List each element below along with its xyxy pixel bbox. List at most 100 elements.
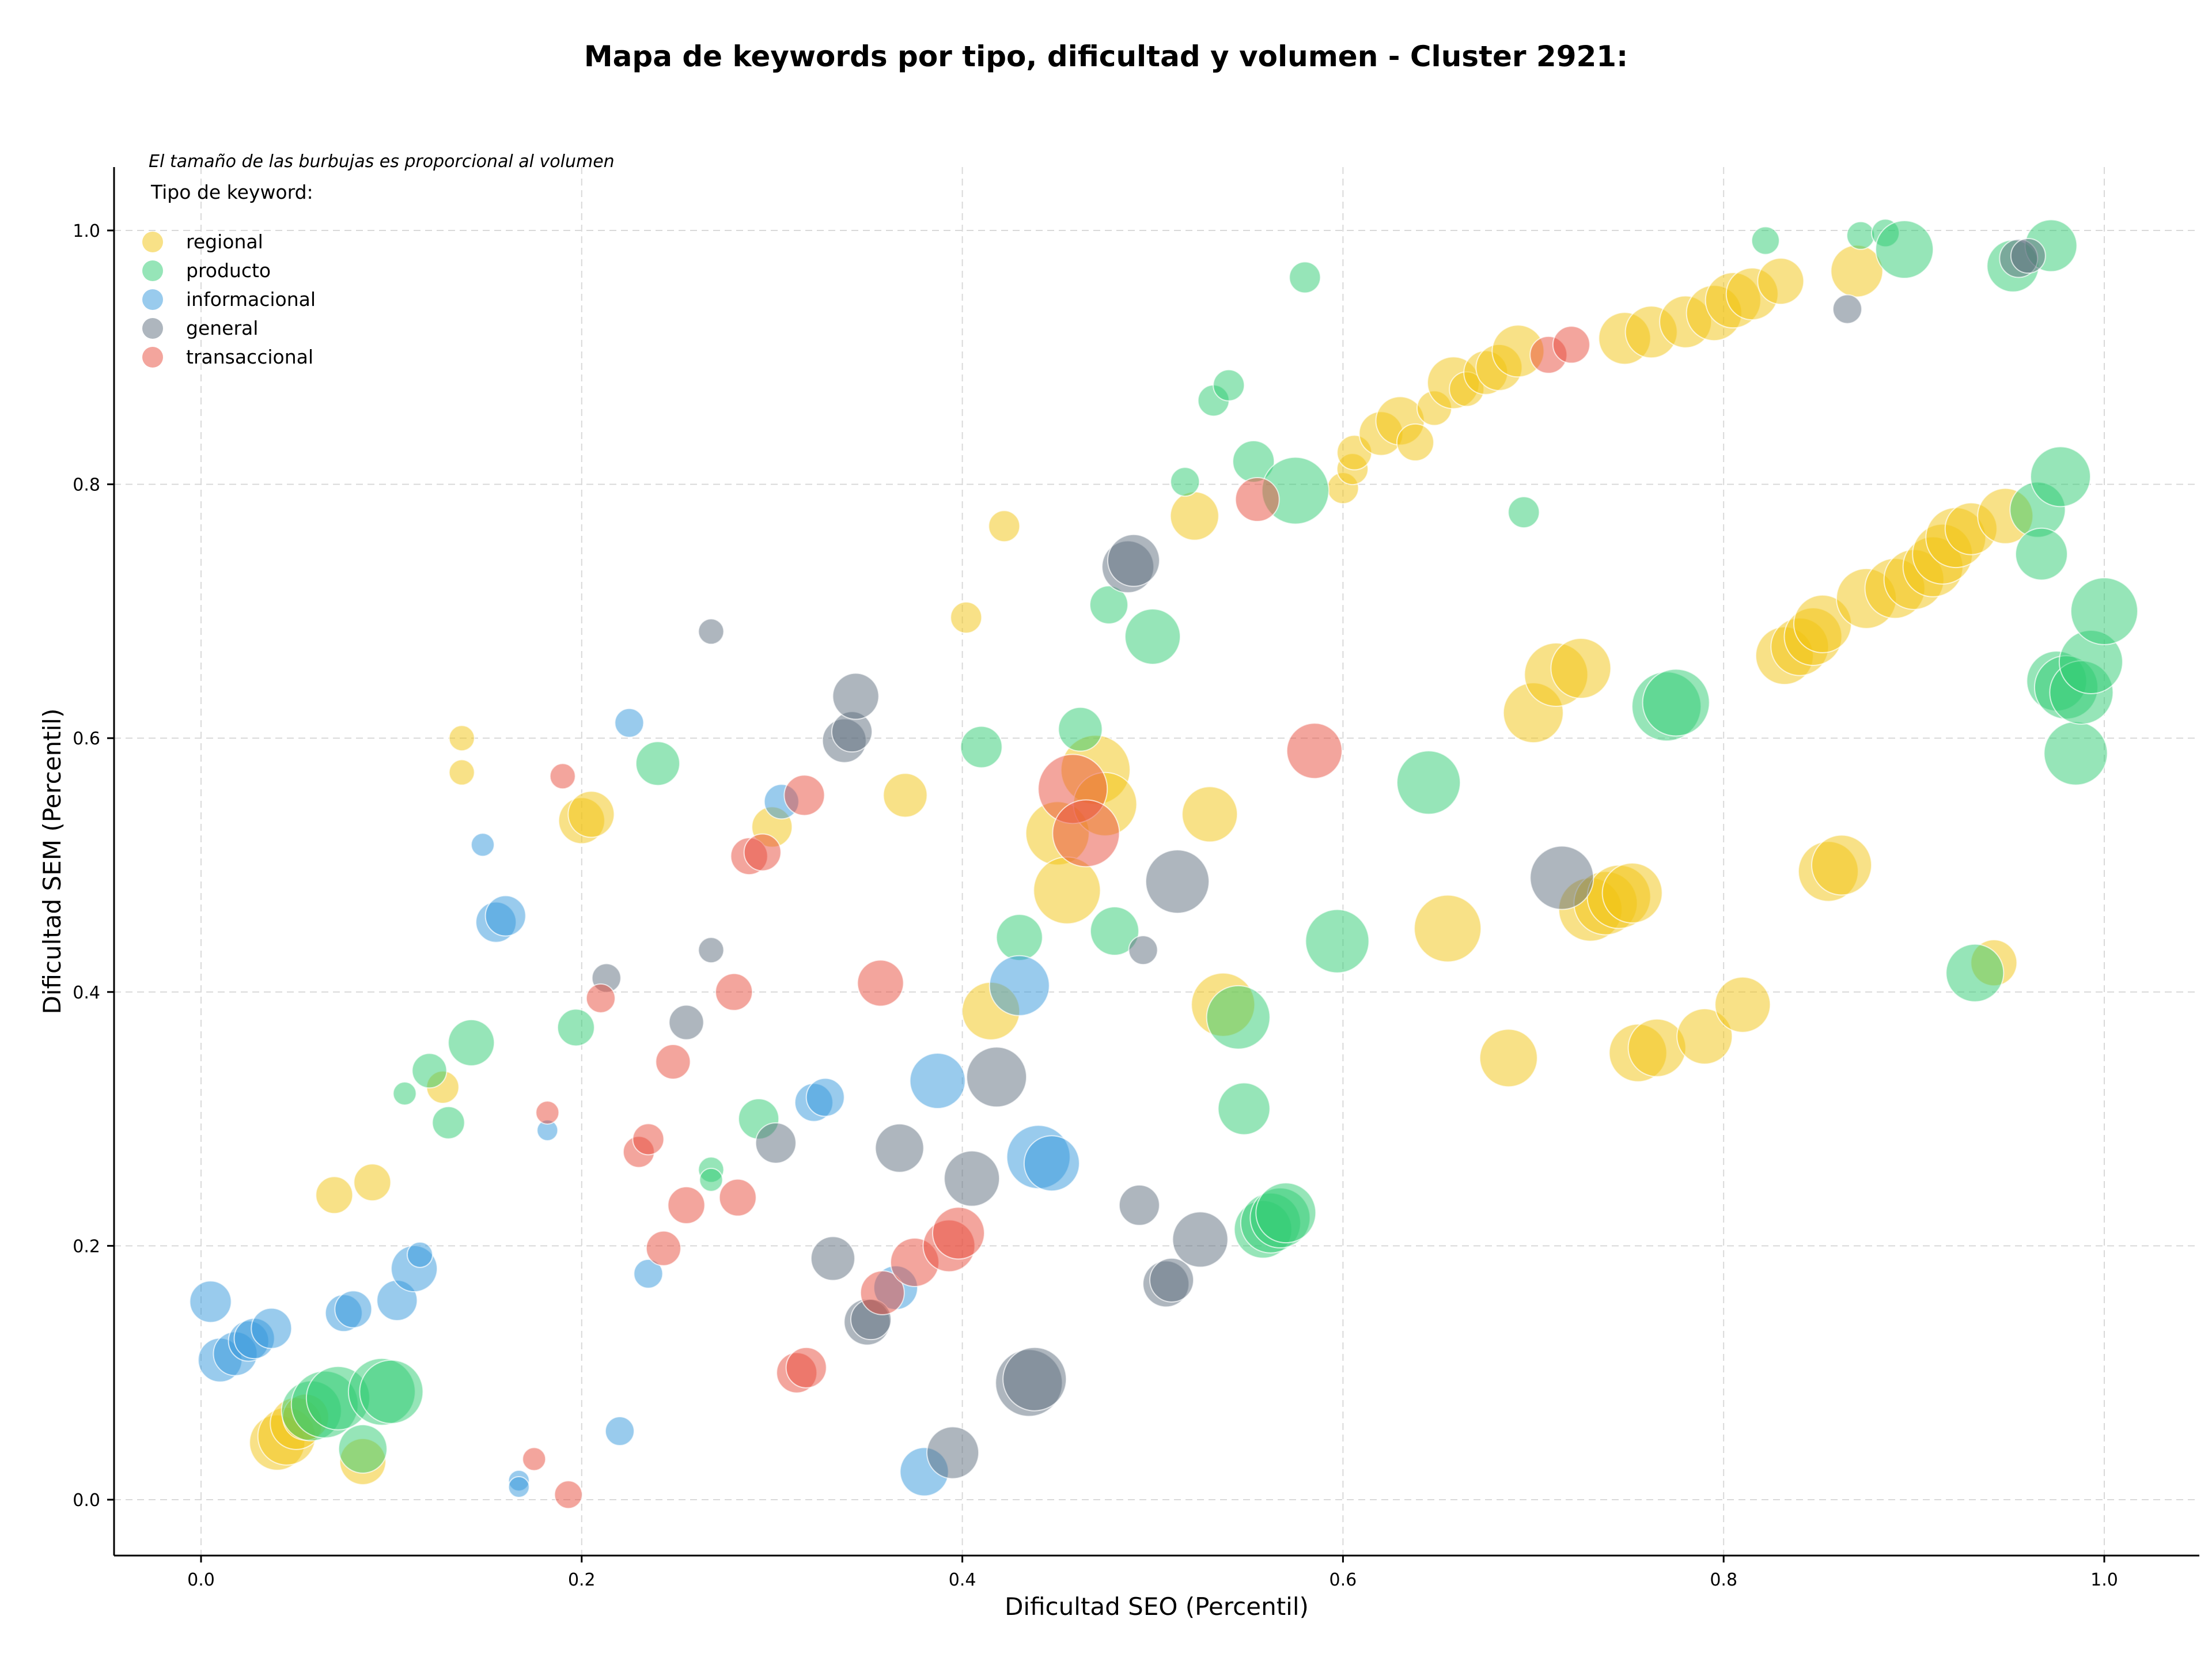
bubble-general	[755, 1122, 797, 1164]
legend-label-regional: regional	[186, 230, 263, 253]
bubble-transaccional	[585, 983, 616, 1013]
legend-marker-producto	[142, 260, 163, 281]
bubble-general	[1832, 294, 1862, 324]
bubble-producto	[1875, 220, 1934, 279]
y-tick-label: 0.6	[73, 729, 100, 749]
x-tick-label: 1.0	[2090, 1570, 2118, 1590]
bubble-informacional	[251, 1307, 293, 1349]
bubble-transaccional	[743, 833, 782, 872]
bubble-producto	[699, 1167, 724, 1192]
legend-marker-transaccional	[142, 347, 163, 368]
bubble-informacional	[614, 707, 645, 738]
bubble-regional	[1479, 1028, 1538, 1088]
bubble-producto	[431, 1106, 465, 1140]
bubble-regional	[1811, 834, 1873, 896]
bubble-producto	[2043, 721, 2108, 786]
bubble-transaccional	[522, 1447, 547, 1471]
x-tick-label: 0.2	[568, 1570, 596, 1590]
bubble-general	[1118, 1184, 1160, 1226]
bubble-informacional	[633, 1258, 664, 1289]
bubble-general	[944, 1150, 1001, 1207]
bubble-general	[874, 1123, 925, 1173]
bubble-general	[926, 1426, 980, 1480]
bubble-general	[698, 618, 725, 645]
legend-label-producto: producto	[186, 259, 271, 282]
x-axis-ticks: 0.0 0.2 0.4 0.6 0.8 1.0	[187, 1556, 2118, 1590]
bubble-transaccional	[1552, 326, 1590, 364]
bubble-general	[1107, 534, 1160, 587]
bubble-regional	[1396, 423, 1434, 461]
bubble-producto	[359, 1359, 424, 1424]
x-tick-label: 0.8	[1710, 1570, 1737, 1590]
bubble-producto	[2070, 577, 2138, 645]
bubble-regional	[988, 510, 1021, 543]
bubble-informacional	[909, 1053, 966, 1110]
bubble-regional	[1676, 1008, 1733, 1065]
bubble-general	[1529, 845, 1594, 910]
bubble-regional	[315, 1176, 354, 1214]
series-regional	[249, 244, 2034, 1485]
bubble-producto	[2030, 446, 2092, 508]
bubble-transaccional	[785, 1346, 827, 1388]
legend-label-transaccional: transaccional	[186, 346, 313, 368]
bubble-regional	[1550, 638, 1612, 699]
bubble-informacional	[334, 1290, 373, 1329]
x-axis-label: Dificultad SEO (Percentil)	[1005, 1592, 1309, 1621]
bubble-general	[832, 672, 880, 720]
bubble-informacional	[470, 833, 495, 857]
bubble-transaccional	[549, 763, 576, 790]
bubble-producto	[1089, 906, 1139, 956]
y-tick-label: 0.0	[73, 1490, 100, 1511]
y-axis-label: Dificultad SEM (Percentil)	[38, 709, 66, 1015]
x-tick-label: 0.6	[1330, 1570, 1357, 1590]
legend: regional producto informacional general tran…	[142, 230, 316, 368]
bubble-producto	[635, 741, 680, 786]
bubble-producto	[1305, 909, 1370, 974]
bubble-producto	[556, 1008, 595, 1047]
grid-lines	[114, 167, 2199, 1556]
bubble-producto	[1396, 750, 1461, 815]
bubble-producto	[448, 1019, 495, 1066]
bubble-regional	[1757, 258, 1805, 305]
bubble-general	[1149, 1257, 1195, 1303]
bubble-transaccional	[554, 1480, 583, 1509]
bubble-transaccional	[718, 1178, 757, 1217]
series-general	[591, 238, 2046, 1480]
bubble-transaccional	[1052, 799, 1120, 868]
bubble-producto	[1508, 496, 1540, 529]
y-tick-label: 1.0	[73, 221, 100, 241]
bubble-producto	[1124, 608, 1181, 665]
y-tick-label: 0.8	[73, 475, 100, 495]
bubble-transaccional	[715, 973, 753, 1011]
bubble-general	[966, 1046, 1028, 1108]
bubble-producto	[1642, 668, 1710, 737]
bubble-producto	[2014, 527, 2068, 581]
bubble-transaccional	[857, 959, 904, 1007]
chart-title: Mapa de keywords por tipo, dificultad y …	[584, 40, 1628, 73]
bubble-informacional	[988, 955, 1050, 1016]
bubble-regional	[1169, 491, 1219, 541]
bubble-producto	[1289, 261, 1321, 294]
bubble-general	[668, 1004, 704, 1041]
bubble-producto	[1058, 706, 1103, 752]
bubble-informacional	[406, 1241, 433, 1268]
bubble-regional	[1033, 856, 1101, 925]
legend-title: Tipo de keyword:	[150, 181, 313, 203]
bubble-producto	[995, 914, 1043, 962]
bubble-producto	[1217, 1082, 1271, 1136]
bubble-informacional	[484, 895, 527, 937]
y-tick-label: 0.4	[73, 983, 100, 1003]
bubbles-layer	[189, 218, 2138, 1509]
bubble-transaccional	[859, 1270, 905, 1315]
bubble-transaccional	[1234, 477, 1280, 523]
legend-marker-informacional	[142, 289, 163, 310]
bubble-producto	[338, 1424, 388, 1474]
bubble-regional	[882, 773, 928, 818]
bubble-general	[698, 937, 725, 964]
bubble-general	[1172, 1211, 1229, 1268]
bubble-informacional	[1023, 1135, 1080, 1192]
bubble-transaccional	[535, 1100, 560, 1125]
bubble-regional	[1414, 894, 1482, 963]
bubble-transaccional	[783, 774, 825, 816]
